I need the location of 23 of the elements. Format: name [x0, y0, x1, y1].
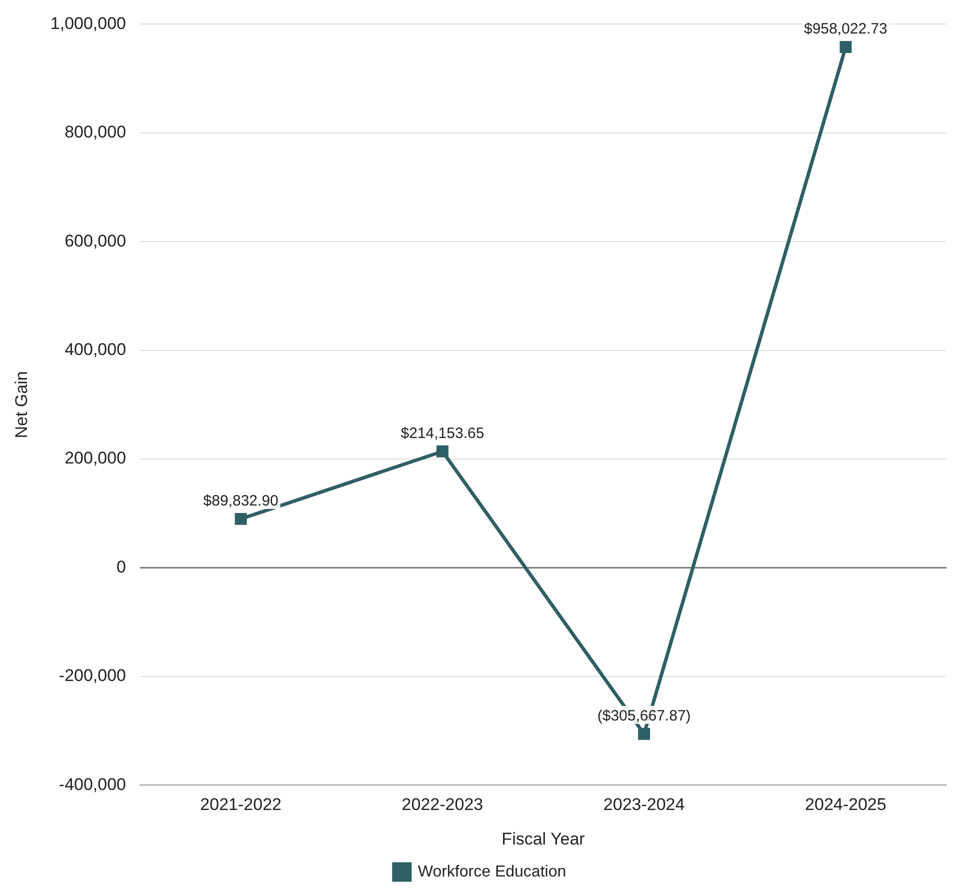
point [638, 728, 650, 740]
data-label: ($305,667.87) [597, 708, 691, 725]
y-tick-label: 200,000 [64, 448, 126, 468]
y-tick-label: -200,000 [58, 666, 126, 686]
x-tick-label: 2021-2022 [200, 795, 282, 814]
x-tick-label: 2024-2025 [805, 795, 886, 814]
data-label: $214,153.65 [400, 425, 484, 442]
y-axis-title: Net Gain [12, 371, 31, 438]
point [436, 445, 448, 458]
y-tick-label: -400,000 [58, 774, 126, 794]
data-label: $89,832.90 [203, 492, 278, 510]
y-tick-label: 600,000 [64, 231, 126, 250]
x-axis-title: Fiscal Year [502, 829, 586, 848]
legend-label: Workforce Education [418, 863, 566, 880]
x-tick-label: 2023-2024 [603, 795, 685, 814]
y-tick-label: 800,000 [64, 122, 126, 142]
point [840, 41, 852, 54]
y-tick-label: 400,000 [64, 340, 126, 360]
point [234, 512, 247, 525]
x-tick-label: 2022-2023 [402, 795, 484, 814]
y-tick-label: 1,000,000 [50, 14, 126, 33]
data-label: $958,022.73 [804, 20, 888, 38]
y-tick-label: 0 [116, 557, 126, 576]
